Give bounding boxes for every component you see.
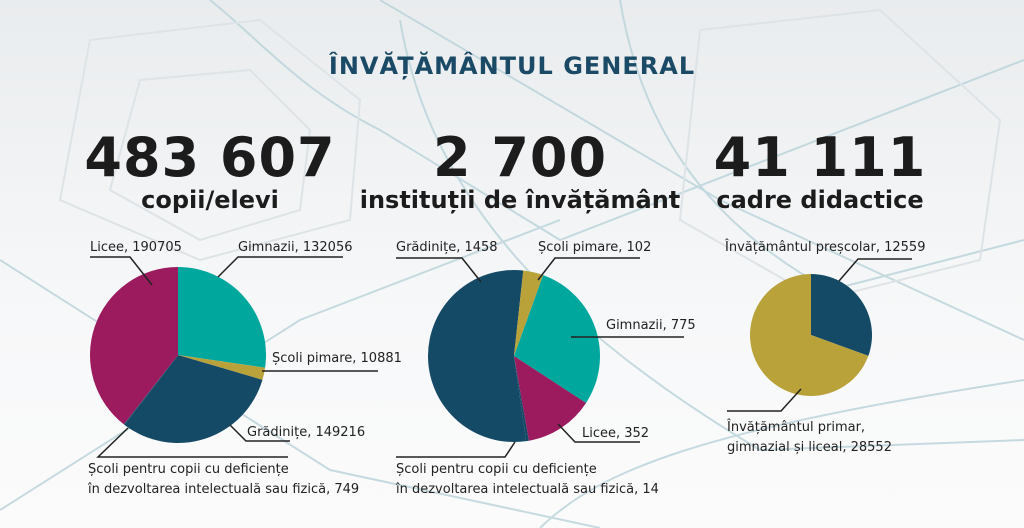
pie-slice-școli-pimare [514, 270, 544, 356]
pie-chart-institutions [428, 270, 600, 442]
pie-slice-învățământul-primar-gimnazial-și-liceal [749, 274, 869, 396]
slice-label: Școli pimare, 10881 [272, 351, 402, 366]
slice-label: Școli pentru copii cu deficiențe în dezv… [88, 460, 359, 500]
pie-slice-grădinițe [124, 355, 263, 444]
leader-line [229, 424, 290, 442]
slice-label: Școli pimare, 102 [538, 240, 652, 255]
leader-line [727, 388, 802, 412]
leader-line [96, 427, 288, 458]
pie-slice-licee [514, 356, 587, 441]
leader-line [537, 257, 640, 281]
pie-slice-învățământul-preșcolar [811, 274, 872, 356]
slice-label: Învățământul preșcolar, 12559 [725, 240, 926, 255]
leader-line [90, 256, 153, 286]
stat-number: 41 111 [713, 126, 927, 189]
stat-label: instituții de învățământ [359, 186, 681, 214]
stat-label: copii/elevi [141, 186, 279, 214]
pie-slice-gimnazii [178, 267, 266, 368]
pie-slice-școli-pentru-copii-cu-deficiențe [514, 356, 529, 442]
slice-label: Licee, 352 [582, 426, 650, 441]
leader-lines [90, 256, 912, 458]
slice-label: Școli pentru copii cu deficiențe în dezv… [396, 460, 659, 500]
slice-label: Gimnazii, 132056 [238, 240, 353, 255]
pie-chart-students [89, 267, 266, 444]
slice-label-line: Școli pentru copii cu deficiențe [396, 462, 597, 477]
stat-number: 483 607 [84, 126, 336, 189]
leader-line [557, 423, 640, 443]
stat-institutions: 2 700 instituții de învățământ [340, 126, 700, 215]
pie-slice-gimnazii [514, 275, 600, 403]
slice-label-line: Învățământul primar, [727, 420, 866, 435]
pie-chart-teachers [749, 274, 872, 396]
slice-label-line: în dezvoltarea intelectuală sau fizică, … [88, 482, 360, 497]
slice-label: Grădinițe, 1458 [396, 240, 498, 255]
leader-line [217, 256, 343, 278]
slice-label: Licee, 190705 [90, 240, 182, 255]
slice-label-line: gimnazial și liceal, 28552 [727, 440, 892, 455]
slice-label: Gimnazii, 775 [606, 318, 696, 333]
stat-teachers: 41 111 cadre didactice [680, 126, 960, 215]
leader-line [396, 257, 482, 283]
slice-label-line: Școli pentru copii cu deficiențe [88, 462, 289, 477]
pie-slice-școli-pentru-copii-cu-deficiențe [123, 355, 178, 425]
stat-students: 483 607 copii/elevi [60, 126, 360, 215]
page-title: ÎNVĂȚĂMÂNTUL GENERAL [328, 52, 696, 80]
slice-label-line: în dezvoltarea intelectuală sau fizică, … [396, 482, 659, 497]
pie-slice-licee [89, 267, 178, 425]
slice-label: Învățământul primar, gimnazial și liceal… [727, 418, 892, 458]
pie-slice-grădinițe [428, 270, 527, 442]
leader-line [838, 258, 912, 282]
pie-slice-școli-pimare [178, 355, 266, 380]
slice-label: Grădinițe, 149216 [247, 425, 366, 440]
stat-number: 2 700 [432, 126, 608, 189]
leader-line [396, 441, 516, 458]
stat-label: cadre didactice [716, 186, 924, 214]
